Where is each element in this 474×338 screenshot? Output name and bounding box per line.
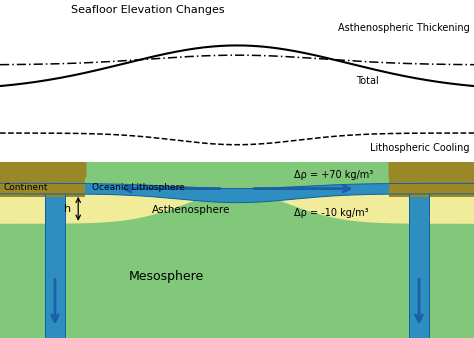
- Polygon shape: [0, 183, 474, 203]
- Text: Total: Total: [356, 76, 379, 86]
- Text: Oceanic Lithosphere: Oceanic Lithosphere: [92, 183, 185, 192]
- Polygon shape: [389, 162, 474, 197]
- Text: Asthenospheric Thickening: Asthenospheric Thickening: [337, 23, 469, 32]
- Text: Seafloor Elevation Changes: Seafloor Elevation Changes: [71, 5, 225, 15]
- Text: Continent: Continent: [4, 183, 48, 192]
- Text: Mesosphere: Mesosphere: [128, 270, 203, 283]
- Text: Δρ = +70 kg/m³: Δρ = +70 kg/m³: [294, 170, 373, 179]
- Bar: [45, 193, 65, 338]
- Polygon shape: [0, 192, 474, 224]
- Text: Lithospheric Cooling: Lithospheric Cooling: [370, 143, 469, 153]
- Polygon shape: [0, 162, 85, 197]
- Text: Δρ = -10 kg/m³: Δρ = -10 kg/m³: [294, 208, 368, 218]
- Text: h: h: [64, 204, 71, 214]
- Bar: [409, 193, 429, 338]
- Text: Asthenosphere: Asthenosphere: [152, 205, 230, 215]
